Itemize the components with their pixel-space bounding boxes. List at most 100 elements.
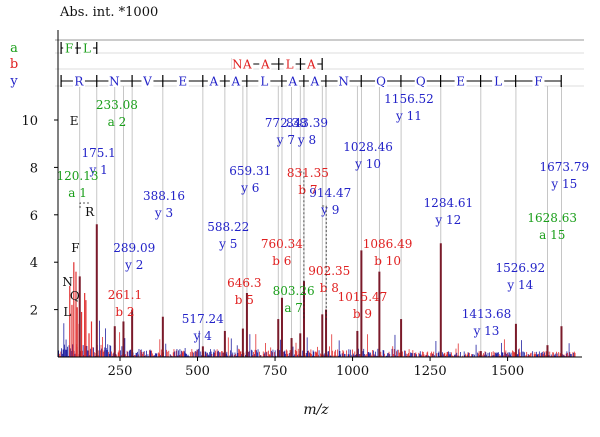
peak-ion-label-a: a 15: [539, 228, 565, 242]
peak-ion-label-b: b 8: [320, 281, 339, 295]
peak-mz-label-y: 659.31: [229, 164, 271, 178]
ladder-residue-y: L: [260, 75, 268, 89]
peak-ion-label-y: y 10: [354, 157, 381, 171]
ladder-residue-y: A: [208, 75, 218, 89]
peak-ion-label-a: a 1: [68, 186, 87, 200]
peak-mz-label-b: 831.35: [287, 166, 329, 180]
ladder-residue-bg-y: [454, 74, 467, 87]
immonium-label: L: [63, 305, 71, 319]
peak-mz-label-y: 1673.79: [540, 160, 590, 174]
x-tick-label: 1250: [414, 364, 447, 379]
peak-ion-label-y: y 15: [550, 177, 577, 191]
peak-ion-label-b: b 6: [272, 254, 291, 268]
peak-ion-label-b: b 10: [374, 254, 401, 268]
chart-axes: 2 4 6 8 10 250 500 750 1000 1250 1500: [21, 30, 582, 379]
peak-mz-label-y: 1284.61: [424, 196, 474, 210]
y-tick-label: 2: [30, 304, 38, 319]
peak-mz-label-b: 1086.49: [363, 237, 413, 251]
peak-mz-label-y: 1526.92: [495, 261, 545, 275]
ladder-residue-b: A: [260, 58, 270, 72]
x-tick-label: 250: [108, 364, 133, 379]
peak-guide-lines: [79, 86, 562, 352]
peak-mz-label-a: 120.13: [57, 169, 99, 183]
ladder-residue-y: R: [74, 75, 84, 89]
peak-mz-label-y: 1156.52: [384, 92, 434, 106]
x-tick-label: 1000: [336, 364, 369, 379]
peak-ion-label-b: b 9: [353, 307, 372, 321]
immonium-label: N: [62, 275, 73, 289]
connector-b8: [322, 205, 327, 320]
ladder-residue-bg-y: [141, 74, 154, 87]
chart-title: Abs. int. *1000: [59, 5, 158, 20]
ladder-residue-bg-y: [258, 74, 271, 87]
x-tick-label: 1500: [491, 364, 524, 379]
y-tick-label: 8: [30, 161, 38, 176]
ladder-residue-bg-y: [308, 74, 321, 87]
ladder-residue-bg-b: [231, 57, 244, 70]
peak-mz-label-b: 1015.47: [338, 290, 388, 304]
ladder-residue-bg-y: [337, 74, 350, 87]
ladder-residue-bg-y: [375, 74, 388, 87]
ladder-residue-bg-b: [241, 57, 254, 70]
ladder-residue-y: A: [310, 75, 320, 89]
ladder-residue-bg-b: [305, 57, 318, 70]
ladder-residue-a: F: [65, 42, 73, 56]
sequence-ladders: F LN A A L AR N V E A A L A A N Q Q E L F: [55, 39, 584, 89]
peak-mz-label-a: 1628.63: [527, 211, 577, 225]
peak-mz-label-y: 588.22: [207, 220, 249, 234]
peak-ion-label-y: y 3: [154, 206, 173, 220]
series-letter-a: a: [10, 41, 18, 56]
peak-mz-label-b: 646.3: [227, 276, 261, 290]
series-letter-y: y: [9, 74, 18, 89]
ladder-residue-bg-y: [108, 74, 121, 87]
peak-mz-label-b: 902.35: [308, 264, 350, 278]
peak-mz-label-y: 289.09: [113, 241, 155, 255]
peak-mz-label-y: 517.24: [182, 312, 224, 326]
ladder-residue-bg-y: [229, 74, 242, 87]
x-axis-label: m/z: [303, 402, 329, 418]
ladder-residue-bg-y: [207, 74, 220, 87]
peak-ion-label-y: y 12: [434, 213, 461, 227]
ladder-residue-y: N: [338, 75, 349, 89]
peak-ion-label-y: y 6: [240, 181, 259, 195]
ladder-residue-b: N: [232, 58, 243, 72]
y-tick-label: 10: [21, 114, 38, 129]
peak-mz-label-a: 233.08: [96, 98, 138, 112]
ladder-residue-bg-a: [80, 41, 93, 54]
peak-labels: 175.1 y 1 289.09 y 2 388.16 y 3 517.24 y 4 588.2…: [57, 92, 590, 343]
peak-ion-label-b: b 2: [115, 305, 134, 319]
ladder-residue-bg-y: [532, 74, 545, 87]
peak-ion-label-a: a 2: [108, 115, 127, 129]
ladder-residue-y: N: [109, 75, 120, 89]
x-tick-label: 500: [185, 364, 210, 379]
ladder-residue-b: A: [306, 58, 316, 72]
peak-mz-label-y: 772.38: [265, 116, 307, 130]
peak-ion-label-y: y 4: [193, 329, 213, 343]
peak-ion-label-y: y 11: [395, 109, 422, 123]
peak-ion-label-y: y 7: [276, 133, 295, 147]
peak-mz-label-b: 760.34: [261, 237, 303, 251]
immonium-label: Q: [70, 289, 80, 303]
peak-ion-label-y: y 14: [506, 278, 533, 292]
ladder-residue-y: F: [534, 75, 542, 89]
ladder-residue-bg-b: [283, 57, 296, 70]
ladder-residue-y: Q: [416, 75, 426, 89]
ladder-residue-b: A: [242, 58, 252, 72]
ladder-residue-bg-b: [259, 57, 272, 70]
ladder-residue-y: L: [494, 75, 502, 89]
x-tick-label: 750: [263, 364, 288, 379]
connector-a1: [79, 202, 90, 208]
ladder-residue-y: E: [178, 75, 187, 89]
peak-ion-label-b: b 7: [298, 183, 317, 197]
peak-mz-label-y: 914.47: [309, 186, 351, 200]
peak-ion-label-a: a 7: [284, 301, 303, 315]
ladder-residue-bg-y: [72, 74, 85, 87]
peak-ion-label-y: y 1: [89, 163, 108, 177]
ladder-residue-y: E: [456, 75, 465, 89]
ladder-residue-bg-y: [286, 74, 299, 87]
peak-ion-label-b: b 5: [235, 293, 254, 307]
annotated-peaks: [78, 224, 563, 357]
immonium-label: R: [85, 205, 95, 219]
peak-mz-label-y: 1413.68: [462, 307, 512, 321]
